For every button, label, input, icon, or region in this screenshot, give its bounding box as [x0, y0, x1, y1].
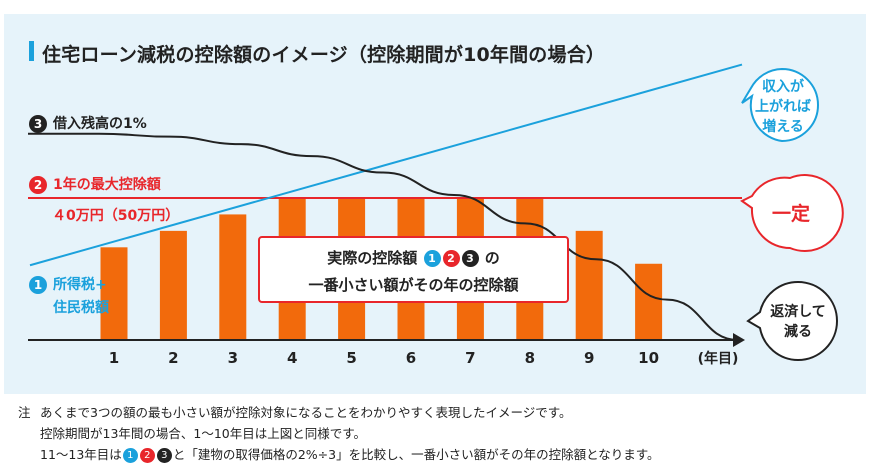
x-axis-unit: (年目) [698, 350, 739, 367]
title-accent-bar [29, 41, 34, 61]
income-bubble-line3: 増える [762, 119, 804, 135]
bar-year-3 [219, 214, 247, 340]
x-tick-4: 4 [287, 349, 297, 367]
chart-title: 住宅ローン減税の控除額のイメージ（控除期間が10年間の場合） [42, 44, 606, 66]
max-deduction-label-text: 1年の最大控除額 [53, 177, 161, 193]
actual-deduction-text: 実際の控除額 [327, 249, 418, 267]
number-badge-3: 3 [29, 115, 47, 133]
max-deduction-amount: ４0万円（50万円） [52, 208, 180, 224]
repay-bubble-text: 返済して 減る [760, 302, 836, 342]
x-tick-7: 7 [465, 349, 475, 367]
x-tick-3: 3 [228, 349, 238, 367]
number-badge-2: 2 [29, 176, 47, 194]
box-badge-2: 2 [442, 250, 460, 267]
tax-label-line2: 住民税額 [53, 300, 109, 316]
note-prefix: 注 [18, 405, 31, 420]
balance-label: 3 借入残高の1% [29, 113, 147, 133]
max-deduction-label: 2 1年の最大控除額 [29, 174, 161, 194]
loan-balance-curve [27, 132, 739, 341]
x-tick-8: 8 [525, 349, 535, 367]
note-line3-pre: 11〜13年目は [40, 447, 122, 462]
note-badge-1: 1 [122, 448, 138, 463]
bar-year-1 [100, 247, 128, 340]
x-axis-arrowhead [733, 333, 745, 347]
note-line2: 控除期間が13年間の場合、1〜10年目は上図と同様です。 [40, 426, 367, 441]
repay-bubble [746, 280, 838, 362]
tax-label: 1 所得税+ [29, 274, 107, 294]
x-tick-6: 6 [406, 349, 416, 367]
tax-label-line1: 所得税+ [53, 277, 107, 293]
income-bubble-line1: 収入が [762, 79, 804, 95]
income-bubble-line2: 上がれば [755, 99, 811, 115]
note-line1: あくまで3つの額の最も小さい額が控除対象になることをわかりやすく表現したイメージ… [40, 405, 572, 420]
repay-bubble-line1: 返済して [770, 304, 826, 320]
balance-label-text: 借入残高の1% [53, 116, 147, 132]
bar-year-2 [159, 230, 187, 340]
number-badge-1: 1 [29, 276, 47, 294]
x-tick-1: 1 [109, 349, 119, 367]
chart-svg: 1 2 3 4 5 6 7 8 9 10 (年目) [27, 63, 844, 367]
x-tick-5: 5 [346, 349, 356, 367]
fixed-bubble-text: 一定 [771, 203, 810, 225]
note-line3-post: と「建物の取得価格の2%÷3」を比較し、一番小さい額がその年の控除額となります。 [172, 447, 660, 462]
box-badge-1: 1 [423, 250, 441, 267]
note-badge-2: 2 [139, 448, 155, 463]
chart-panel [4, 14, 866, 394]
bar-year-10 [635, 263, 663, 340]
actual-deduction-line2: 一番小さい額がその年の控除額 [308, 276, 519, 294]
income-tax-line [29, 63, 743, 267]
repay-bubble-line2: 減る [784, 324, 812, 340]
fixed-bubble [740, 174, 844, 252]
note-line3: 11〜13年目は 1 2 3 と「建物の取得価格の2%÷3」を比較し、一番小さい額がその… [40, 444, 659, 463]
actual-deduction-particle: の [484, 249, 500, 267]
income-bubble-text: 収入が 上がれば 増える [753, 77, 813, 137]
x-tick-10: 10 [638, 349, 659, 367]
bar-year-9 [575, 230, 603, 340]
income-bubble [741, 67, 819, 143]
x-tick-9: 9 [584, 349, 594, 367]
note-badge-3: 3 [156, 448, 172, 463]
x-tick-2: 2 [168, 349, 178, 367]
box-badge-3: 3 [461, 250, 479, 267]
